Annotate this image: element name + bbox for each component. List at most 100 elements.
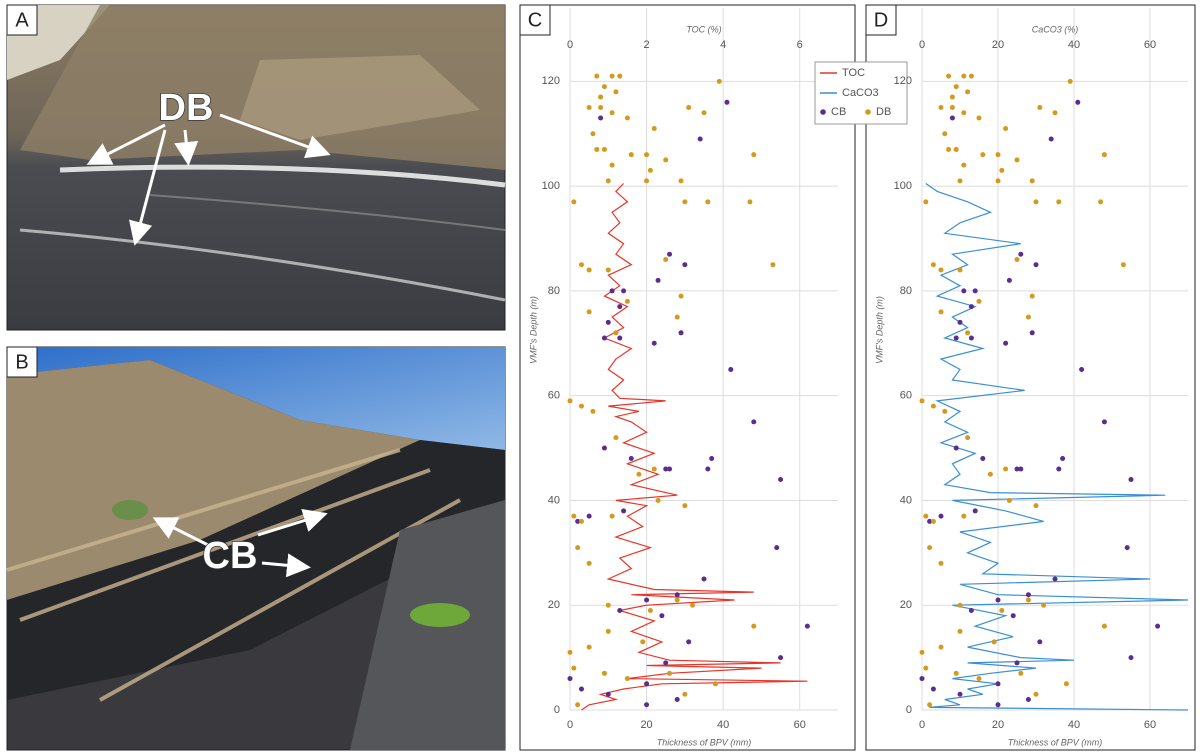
x-tick-label: 0 [919, 719, 925, 731]
data-point [605, 319, 611, 325]
data-point [624, 298, 630, 304]
data-point [1120, 262, 1126, 268]
x2-tick-label: 4 [720, 39, 726, 51]
data-point [578, 403, 584, 409]
data-point [705, 199, 711, 205]
data-point [586, 105, 592, 111]
data-point [976, 676, 982, 682]
data-point [953, 335, 959, 341]
data-point [609, 513, 615, 519]
data-point [621, 508, 627, 514]
data-point [1006, 497, 1012, 503]
data-point [1025, 597, 1031, 603]
data-point [957, 691, 963, 697]
data-point [953, 146, 959, 152]
data-point [976, 115, 982, 121]
data-point [598, 105, 604, 111]
data-point [674, 697, 680, 703]
data-point [927, 518, 933, 524]
panel-letter: B [15, 351, 28, 373]
data-point [644, 597, 650, 603]
data-point [961, 73, 967, 79]
data-point [1041, 602, 1047, 608]
data-point [1124, 545, 1130, 551]
data-point [716, 78, 722, 84]
chart-letter-box [865, 4, 897, 36]
panel-letter: A [15, 9, 29, 31]
data-point [624, 115, 630, 121]
data-point [949, 94, 955, 100]
data-point [667, 466, 673, 472]
data-point [712, 681, 718, 687]
data-point [682, 503, 688, 509]
data-point [640, 639, 646, 645]
data-point [995, 178, 1001, 184]
data-point [605, 602, 611, 608]
data-point [1155, 623, 1161, 629]
y-tick-label: 20 [900, 599, 912, 611]
x-tick-label: 0 [567, 719, 573, 731]
data-point [1128, 655, 1134, 661]
data-point [1056, 466, 1062, 472]
y-tick-label: 100 [542, 180, 560, 192]
data-point [609, 110, 615, 116]
data-point [628, 152, 634, 158]
data-point [972, 508, 978, 514]
data-point [778, 476, 784, 482]
photo-a: A DB [6, 4, 506, 331]
data-point [949, 105, 955, 111]
x-tick-label: 40 [1068, 719, 1080, 731]
data-point [686, 105, 692, 111]
x2-tick-label: 0 [567, 39, 573, 51]
data-point [991, 639, 997, 645]
data-point [961, 288, 967, 294]
data-point [628, 456, 634, 462]
data-point [651, 125, 657, 131]
x2-tick-label: 40 [1068, 39, 1080, 51]
data-point [575, 518, 581, 524]
data-point [613, 89, 619, 95]
data-point [617, 335, 623, 341]
x-tick-label: 60 [794, 719, 806, 731]
data-point [601, 335, 607, 341]
data-point [605, 628, 611, 634]
x-tick-label: 20 [640, 719, 652, 731]
data-point [999, 167, 1005, 173]
data-point [724, 99, 730, 105]
data-point [957, 267, 963, 273]
data-point [968, 607, 974, 613]
data-point [1025, 314, 1031, 320]
data-point [1003, 125, 1009, 131]
data-point [667, 670, 673, 676]
data-point [594, 73, 600, 79]
x2-tick-label: 60 [1144, 39, 1156, 51]
data-point [601, 670, 607, 676]
data-point [995, 702, 1001, 708]
panel-c-frame [519, 4, 856, 751]
data-point [965, 89, 971, 95]
data-point [601, 445, 607, 451]
data-point [968, 335, 974, 341]
data-point [987, 471, 993, 477]
data-point [930, 686, 936, 692]
data-point [804, 623, 810, 629]
x-axis-title: Thickness of BPV (mm) [1008, 737, 1103, 747]
data-point [938, 513, 944, 519]
x-axis-title: Thickness of BPV (mm) [657, 737, 752, 747]
y-tick-label: 40 [900, 494, 912, 506]
data-point [995, 597, 1001, 603]
data-point [567, 649, 573, 655]
chart-letter-box [519, 4, 551, 36]
y-axis-title: VMF's Depth (m) [528, 296, 538, 364]
data-point [942, 131, 948, 137]
data-point [609, 162, 615, 168]
data-point [957, 628, 963, 634]
y-tick-label: 100 [894, 180, 912, 192]
data-point [590, 131, 596, 137]
data-point [578, 518, 584, 524]
data-point [621, 288, 627, 294]
data-point [980, 152, 986, 158]
x2-tick-label: 0 [919, 39, 925, 51]
data-point [571, 665, 577, 671]
data-point [1037, 105, 1043, 111]
